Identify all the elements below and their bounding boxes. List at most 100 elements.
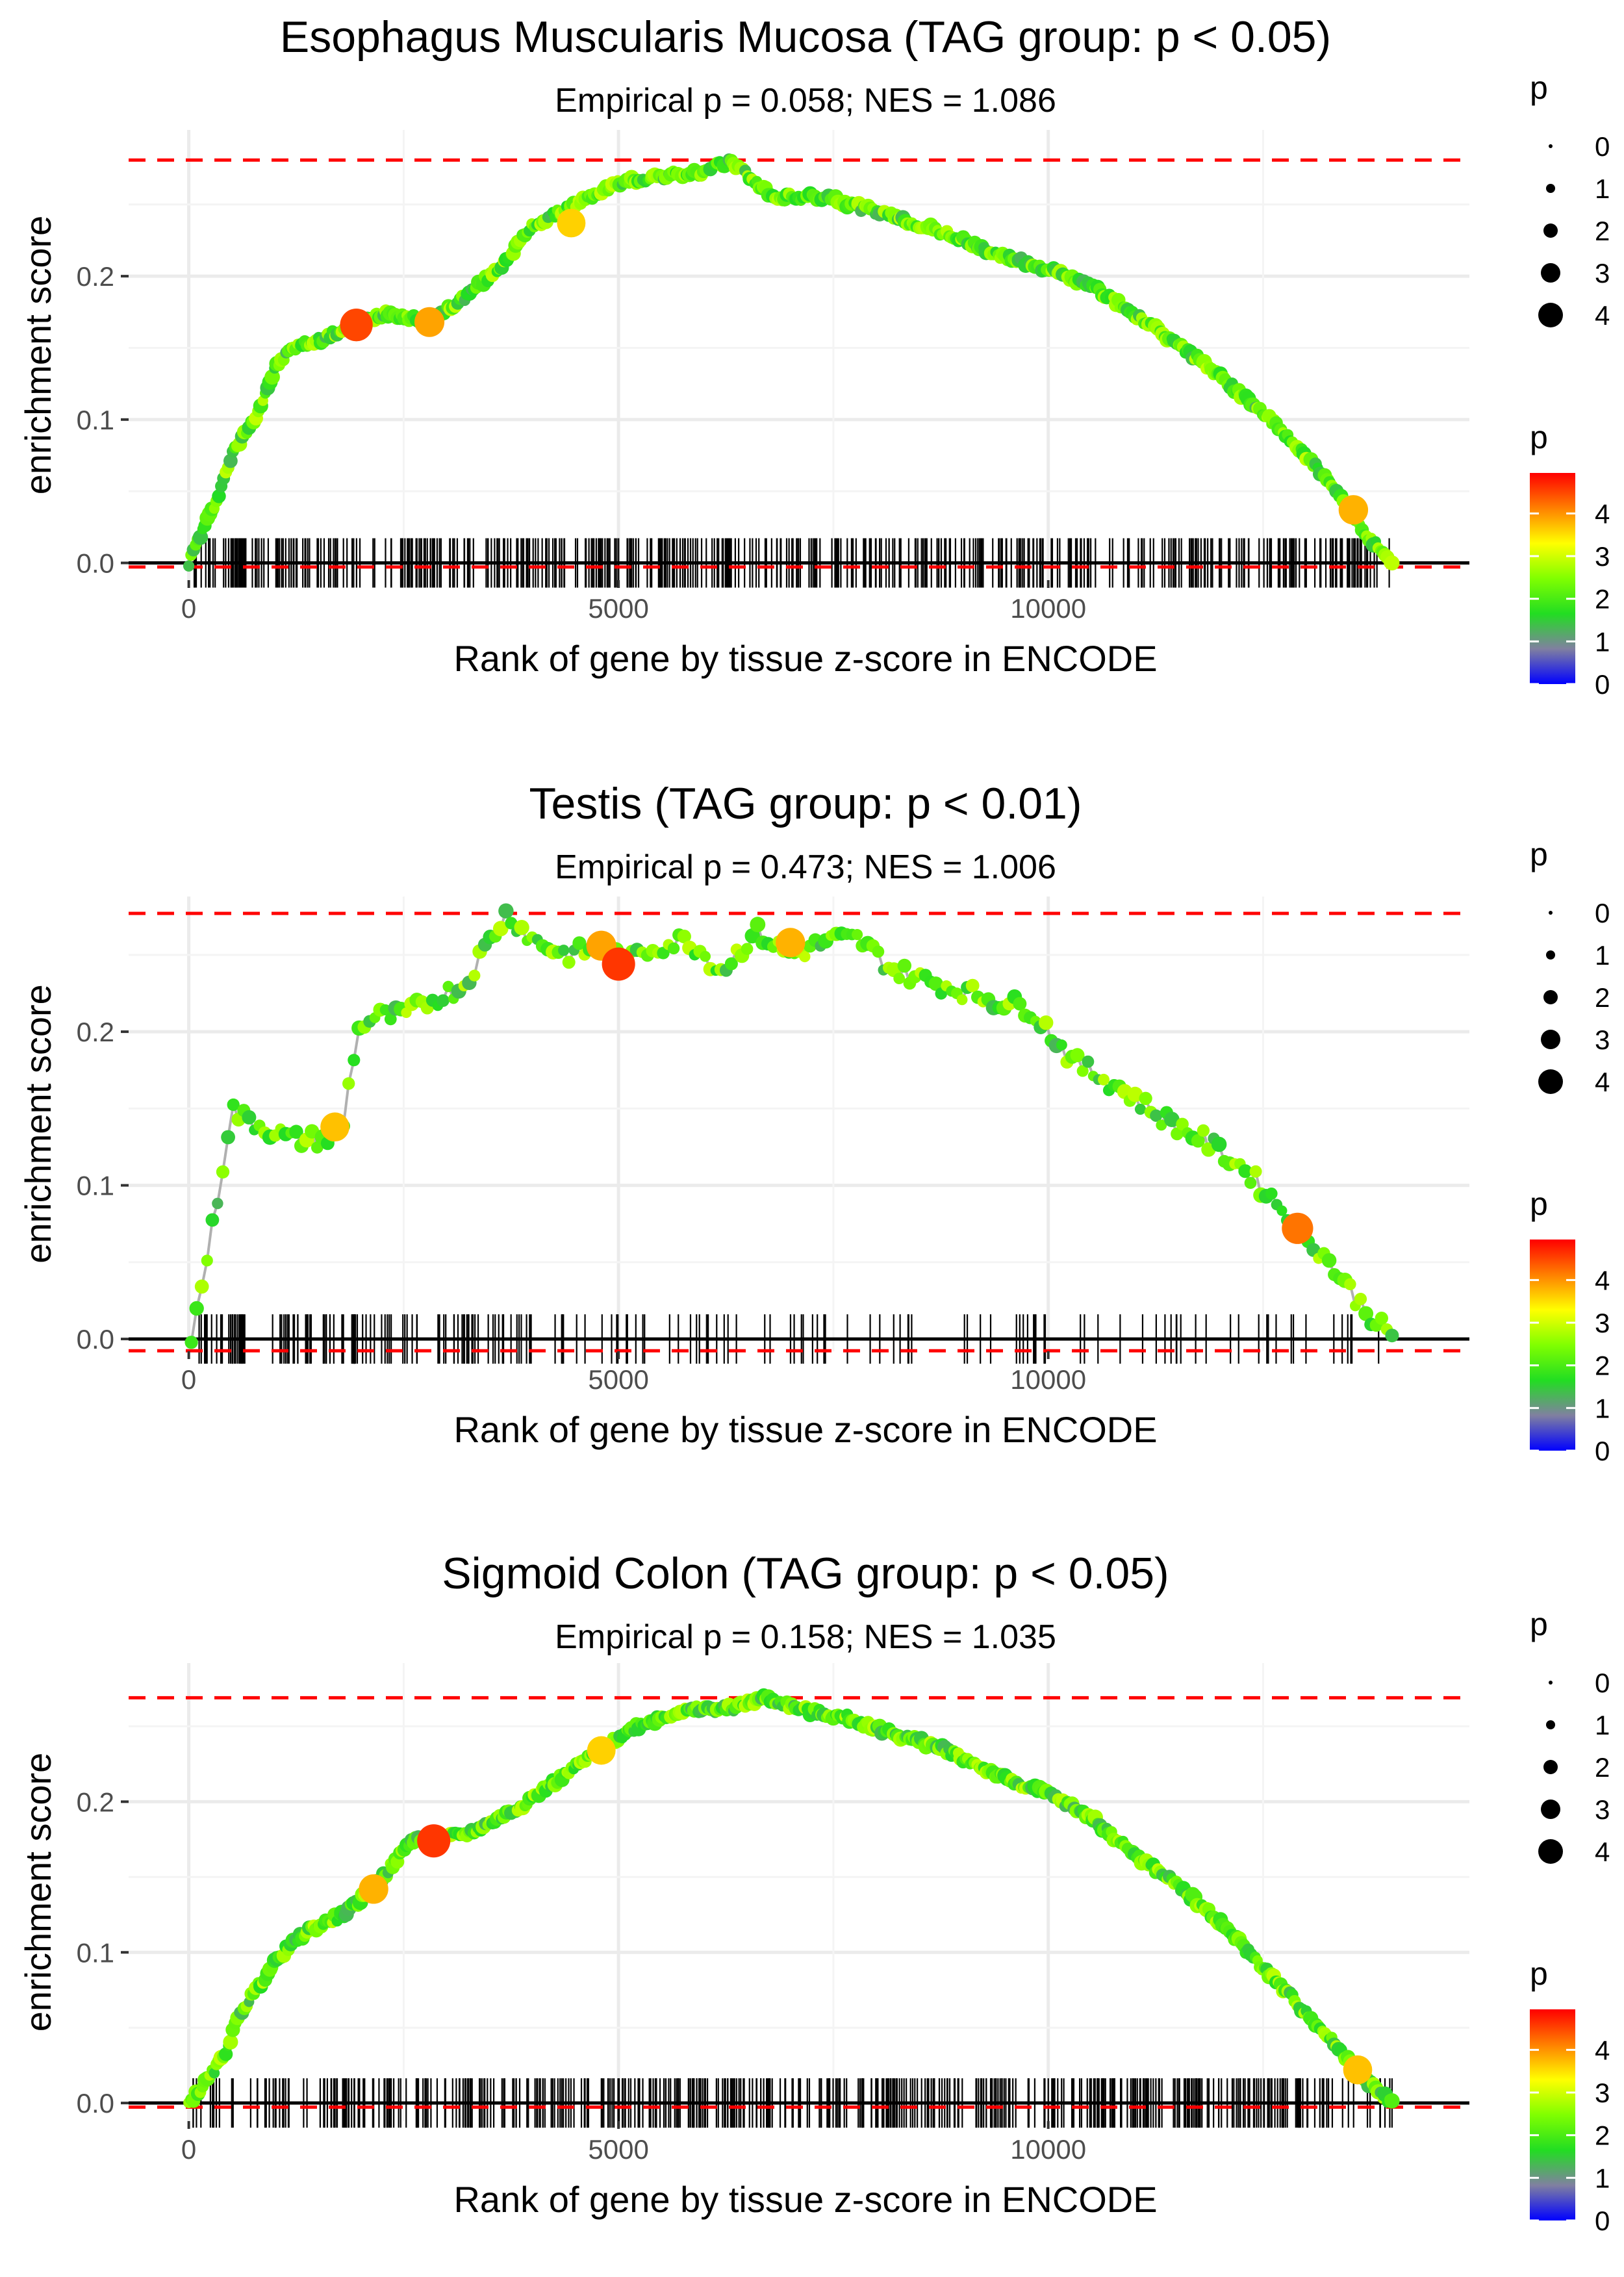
es-point-highlight xyxy=(359,1874,388,1904)
es-point xyxy=(1070,1048,1085,1063)
size-legend-key xyxy=(1543,1760,1558,1774)
size-legend-key xyxy=(1546,1720,1555,1729)
es-point-highlight xyxy=(557,209,586,238)
es-point xyxy=(1244,1177,1257,1189)
es-point-highlight xyxy=(1343,2055,1373,2085)
size-legend-key xyxy=(1549,144,1553,148)
size-legend-label: 0 xyxy=(1595,1668,1610,1698)
color-legend-label: 0 xyxy=(1595,2206,1610,2236)
es-point xyxy=(514,920,529,935)
es-point-highlight xyxy=(1282,1212,1313,1244)
es-point xyxy=(201,1254,213,1267)
es-point xyxy=(893,973,906,984)
es-point xyxy=(965,978,980,993)
size-legend-key xyxy=(1541,1800,1560,1819)
color-legend-bar xyxy=(1530,1240,1575,1451)
es-point xyxy=(492,921,509,937)
chart-subtitle: Empirical p = 0.473; NES = 1.006 xyxy=(555,848,1056,886)
es-point xyxy=(1276,1205,1288,1216)
es-point xyxy=(657,947,670,960)
es-point xyxy=(1375,1312,1388,1325)
es-point xyxy=(956,994,968,1006)
size-legend-title: p xyxy=(1530,1606,1548,1642)
es-point xyxy=(223,2034,238,2050)
size-legend-key xyxy=(1549,911,1553,915)
es-point xyxy=(1171,1127,1184,1141)
es-point xyxy=(1358,1306,1374,1321)
es-point xyxy=(216,1165,230,1179)
es-point xyxy=(1249,1165,1262,1178)
es-point xyxy=(1384,555,1400,571)
size-legend-key xyxy=(1549,1681,1553,1685)
legend: p 0 1 2 3 4 p 4 3 2 1 0 xyxy=(1530,1606,1610,2236)
x-tick-label: 0 xyxy=(181,593,196,624)
color-legend-label: 3 xyxy=(1595,1308,1610,1338)
size-legend-key xyxy=(1538,303,1563,327)
es-point xyxy=(562,956,576,969)
color-legend-label: 4 xyxy=(1595,1265,1610,1295)
x-tick-label: 5000 xyxy=(588,2134,648,2165)
es-point xyxy=(1197,1124,1210,1137)
es-point-highlight xyxy=(417,1824,451,1858)
y-tick-label: 0.1 xyxy=(77,1937,114,1968)
es-point xyxy=(1191,1134,1205,1148)
color-legend-label: 2 xyxy=(1595,2120,1610,2151)
es-point-highlight xyxy=(776,928,806,958)
es-point xyxy=(1139,1091,1152,1105)
color-legend-label: 2 xyxy=(1595,1351,1610,1381)
color-legend-label: 4 xyxy=(1595,498,1610,529)
es-point xyxy=(1127,1086,1143,1102)
color-legend-title: p xyxy=(1530,1955,1548,1992)
y-tick-label: 0.0 xyxy=(77,548,114,579)
color-legend-title: p xyxy=(1530,1186,1548,1222)
es-curve xyxy=(183,1688,1400,2109)
size-legend-label: 0 xyxy=(1595,131,1610,162)
axes: 0 5000 10000 0.0 0.1 0.2 Rank of gene by tissu… xyxy=(18,216,1158,679)
color-legend-label: 1 xyxy=(1595,626,1610,657)
size-legend-title: p xyxy=(1530,836,1548,872)
es-point-highlight xyxy=(340,308,373,342)
color-legend-title: p xyxy=(1530,419,1548,455)
es-point xyxy=(852,929,863,941)
color-legend-bar xyxy=(1530,473,1575,684)
es-point xyxy=(1265,1187,1278,1200)
es-point xyxy=(311,1141,324,1154)
es-point xyxy=(437,994,450,1007)
color-legend-label: 0 xyxy=(1595,669,1610,700)
y-tick-label: 0.2 xyxy=(77,261,114,292)
es-point-highlight xyxy=(414,307,445,337)
x-tick-label: 0 xyxy=(181,1364,196,1395)
es-point xyxy=(1384,2093,1400,2109)
es-point xyxy=(1134,1103,1147,1115)
es-point xyxy=(1211,1136,1227,1152)
es-point-highlight xyxy=(320,1112,349,1142)
y-axis-label: enrichment score xyxy=(18,1753,58,2032)
chart-subtitle: Empirical p = 0.158; NES = 1.035 xyxy=(555,1618,1056,1656)
es-point xyxy=(1156,1119,1167,1131)
size-legend-key xyxy=(1543,990,1558,1004)
es-point xyxy=(1082,1055,1095,1068)
es-point xyxy=(348,1054,361,1067)
es-point xyxy=(750,917,766,933)
es-point xyxy=(189,1301,204,1316)
x-axis-label: Rank of gene by tissue z-score in ENCODE xyxy=(453,2179,1157,2220)
es-point xyxy=(700,950,711,962)
es-point xyxy=(209,2067,220,2079)
es-point xyxy=(1038,1015,1054,1030)
es-point xyxy=(212,489,226,503)
es-point xyxy=(1076,1065,1089,1077)
legend: p 0 1 2 3 4 p 4 3 2 1 0 xyxy=(1530,836,1610,1466)
size-legend-key xyxy=(1538,1839,1563,1864)
color-legend-label: 0 xyxy=(1595,1436,1610,1466)
es-point xyxy=(1056,1039,1067,1050)
es-point-highlight xyxy=(602,947,635,981)
es-point xyxy=(1013,997,1027,1011)
y-tick-label: 0.1 xyxy=(77,1171,114,1201)
legend: p 0 1 2 3 4 p 4 3 2 1 0 xyxy=(1530,70,1610,700)
es-point xyxy=(242,1110,257,1125)
size-legend-label: 0 xyxy=(1595,898,1610,928)
axes: 0 5000 10000 0.0 0.1 0.2 Rank of gene by tissu… xyxy=(18,984,1158,1450)
y-tick-label: 0.1 xyxy=(77,405,114,435)
chart-panel-3: Sigmoid Colon (TAG group: p < 0.05) Empir… xyxy=(18,1549,1610,2236)
x-tick-label: 0 xyxy=(181,2134,196,2165)
